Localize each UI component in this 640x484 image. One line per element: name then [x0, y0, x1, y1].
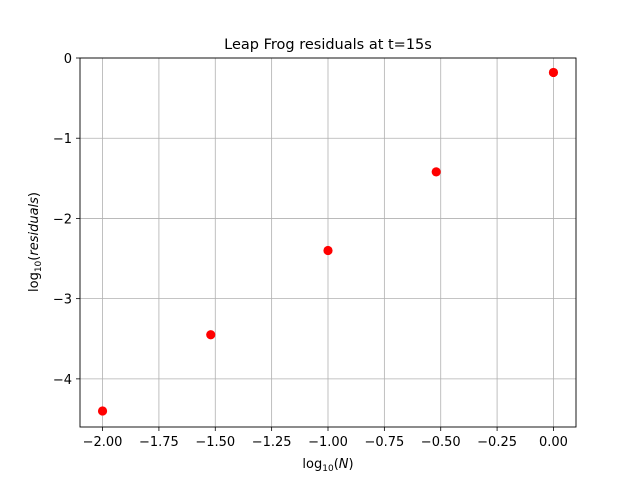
y-tick-label: −2 — [53, 212, 72, 227]
y-tick-label: −3 — [53, 293, 72, 308]
x-tick-label: −0.50 — [421, 435, 461, 450]
plot-frame — [79, 57, 577, 428]
y-tick-label: 0 — [64, 52, 72, 67]
x-axis-label-arg: N — [339, 457, 349, 472]
data-point — [431, 167, 441, 177]
x-axis-label-sub: 10 — [322, 464, 334, 474]
x-tick-label: −1.75 — [139, 435, 179, 450]
y-tick-label: −4 — [53, 373, 72, 388]
y-axis-label-sub: 10 — [34, 260, 44, 272]
data-point — [206, 330, 216, 340]
y-axis-label-prefix: log — [27, 272, 42, 292]
grid-lines — [80, 57, 576, 427]
x-tick-label: −2.00 — [83, 435, 123, 450]
x-axis-label-prefix: log — [302, 457, 322, 472]
y-tick-label: −1 — [53, 132, 72, 147]
x-axis-label: log10(N) — [302, 457, 353, 474]
x-axis-ticks: −2.00 −1.75 −1.50 −1.25 −1.00 −0.75 −0.50 −0.25… — [83, 427, 568, 450]
data-points — [97, 67, 559, 416]
x-tick-label: −0.75 — [364, 435, 404, 450]
data-point — [548, 67, 559, 78]
y-axis-ticks: 0 −1 −2 −3 −4 — [53, 52, 80, 388]
data-point — [97, 406, 108, 416]
x-tick-label: −1.25 — [252, 435, 292, 450]
y-axis-label: log10(residuals) — [27, 192, 44, 292]
chart-title: Leap Frog residuals at t=15s — [224, 37, 432, 53]
x-tick-label: −0.25 — [477, 435, 517, 450]
x-tick-label: −1.00 — [308, 435, 348, 450]
data-point — [323, 245, 333, 256]
x-tick-label: 0.00 — [539, 435, 568, 450]
x-tick-label: −1.50 — [195, 435, 235, 450]
y-axis-label-arg: residuals — [27, 197, 42, 256]
